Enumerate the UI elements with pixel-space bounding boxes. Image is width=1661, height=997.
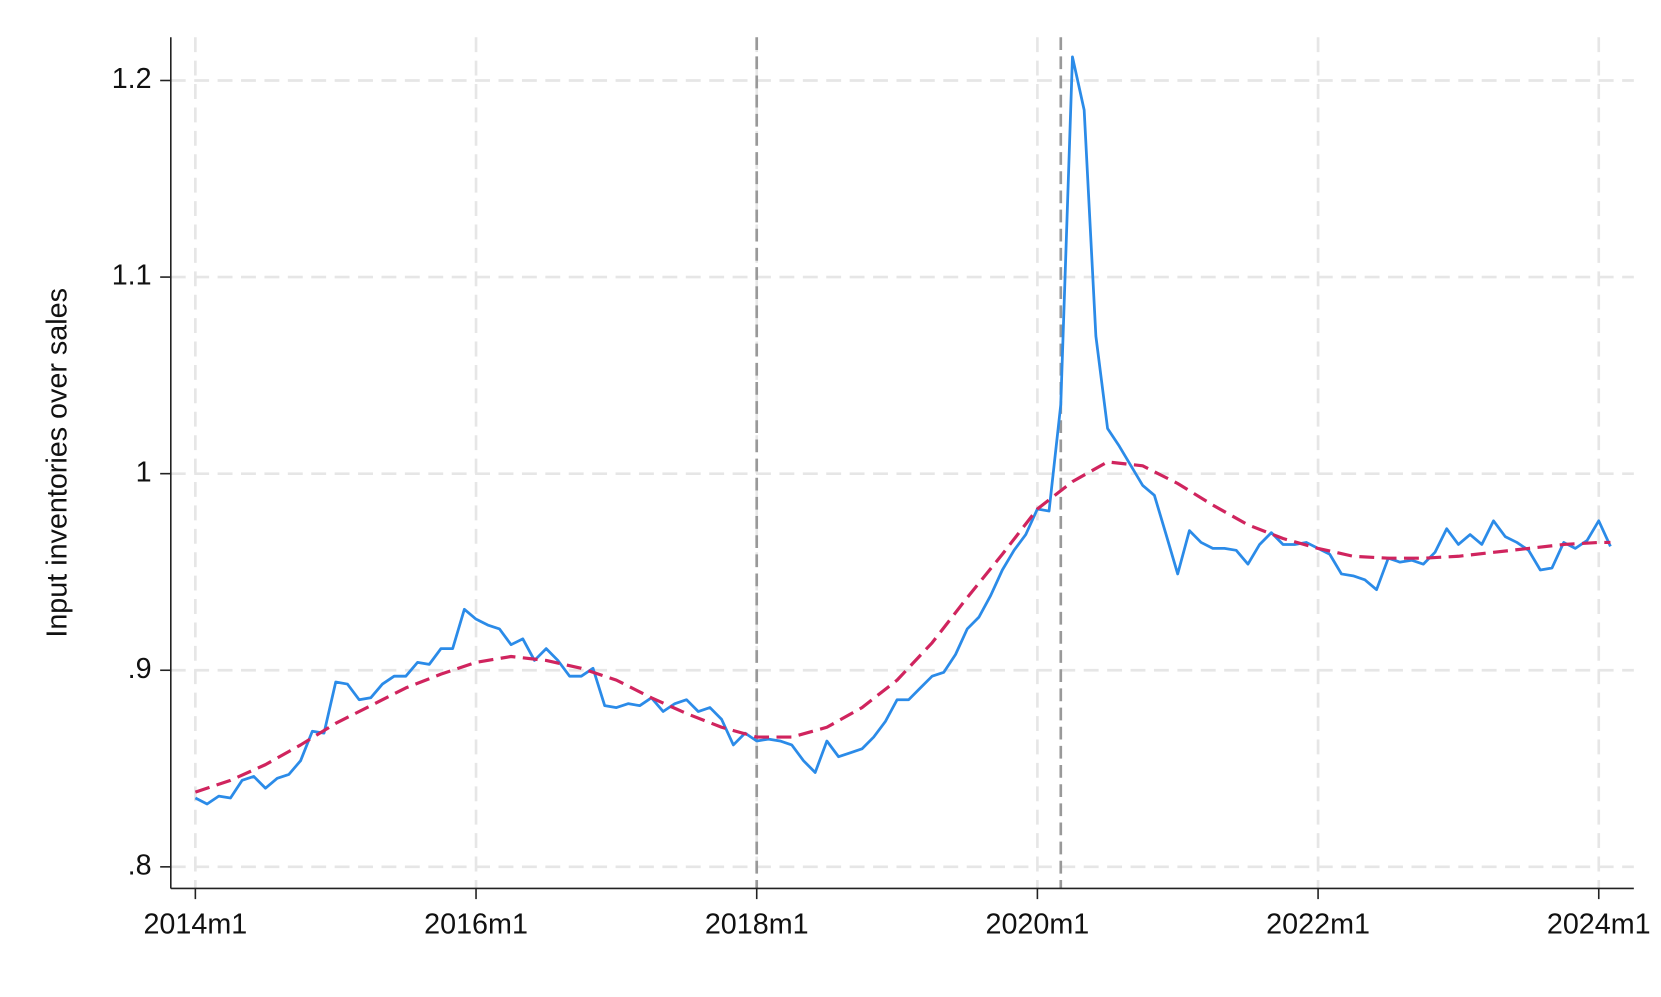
y-axis-title: Input inventories over sales <box>42 288 74 638</box>
y-tick-label: 1.1 <box>112 260 152 292</box>
y-tick-label: 1.2 <box>112 63 152 95</box>
series-line <box>194 460 1611 794</box>
y-tick-label: 1 <box>136 456 152 488</box>
x-tick-label: 2018m1 <box>705 908 809 940</box>
x-tick-label: 2014m1 <box>143 908 247 940</box>
y-tick-label: .8 <box>128 849 152 881</box>
x-tick-label: 2024m1 <box>1547 908 1651 940</box>
x-tick-label: 2016m1 <box>424 908 528 940</box>
x-tick-label: 2022m1 <box>1266 908 1370 940</box>
series-line <box>194 55 1612 806</box>
x-tick-label: 2020m1 <box>986 908 1090 940</box>
y-tick-label: .9 <box>128 653 152 685</box>
